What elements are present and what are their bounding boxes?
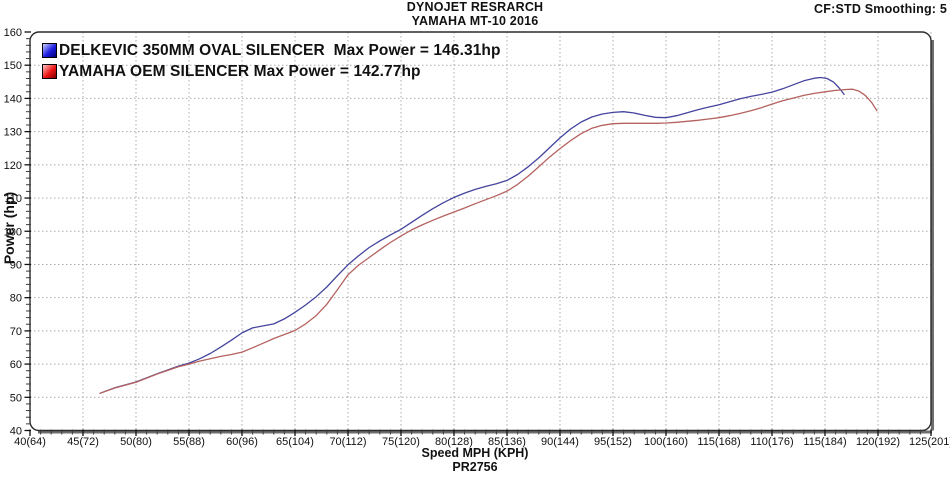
y-tick-label: 50 xyxy=(10,392,22,404)
y-tick-label: 110 xyxy=(4,193,22,205)
run-id: PR2756 xyxy=(452,460,498,474)
y-tick-label: 150 xyxy=(4,60,22,72)
oem-series-label: YAMAHA OEM SILENCER Max Power = 142.77hp xyxy=(59,62,421,80)
x-tick-label: 125(201) xyxy=(909,436,950,448)
x-tick-label: 75(120) xyxy=(382,436,420,448)
x-tick-label: 85(136) xyxy=(488,436,526,448)
x-tick-label: 40(64) xyxy=(14,436,46,448)
y-tick-label: 120 xyxy=(4,160,22,172)
legend-item-oem: YAMAHA OEM SILENCER Max Power = 142.77hp xyxy=(42,61,501,82)
x-tick-label: 70(112) xyxy=(329,436,366,448)
y-axis-title: Power (hp) xyxy=(1,191,17,265)
legend-item-delkevic: DELKEVIC 350MM OVAL SILENCER Max Power =… xyxy=(42,40,501,61)
y-tick-label: 70 xyxy=(10,326,22,338)
y-tick-label: 100 xyxy=(4,226,22,238)
x-axis-title: Speed MPH (KPH) xyxy=(421,446,529,460)
x-tick-label: 110(176) xyxy=(750,436,793,448)
y-tick-label: 160 xyxy=(4,27,22,39)
y-tick-label: 40 xyxy=(10,426,22,438)
x-tick-label: 120(192) xyxy=(856,436,900,448)
y-tick-label: 60 xyxy=(10,359,22,371)
x-tick-label: 115(168) xyxy=(697,436,740,448)
vehicle-title: YAMAHA MT-10 2016 xyxy=(411,13,539,28)
series-line-delkevic xyxy=(99,76,845,394)
x-tick-label: 65(104) xyxy=(276,436,314,448)
y-tick-label: 130 xyxy=(4,127,22,139)
x-tick-label: 95(152) xyxy=(594,436,632,448)
header: DYNOJET RESRARCH YAMAHA MT-10 2016 xyxy=(0,0,950,28)
y-tick-label: 80 xyxy=(10,293,22,305)
app-title: DYNOJET RESRARCH xyxy=(406,0,544,14)
delkevic-series-label: DELKEVIC 350MM OVAL SILENCER Max Power =… xyxy=(59,41,501,59)
legend: DELKEVIC 350MM OVAL SILENCER Max Power =… xyxy=(42,40,501,82)
series-line-oem xyxy=(99,88,878,394)
delkevic-series-swatch-icon xyxy=(42,43,57,58)
x-tick-label: 115(184) xyxy=(803,436,846,448)
smoothing-info: CF:STD Smoothing: 5 xyxy=(814,2,947,16)
x-tick-label: 50(80) xyxy=(120,436,152,448)
oem-series-swatch-icon xyxy=(42,64,57,79)
y-tick-label: 140 xyxy=(4,93,22,105)
x-tick-label: 45(72) xyxy=(67,436,99,448)
x-tick-label: 90(144) xyxy=(541,436,579,448)
y-tick-label: 90 xyxy=(10,259,22,271)
x-tick-label: 55(88) xyxy=(173,436,205,448)
x-tick-label: 80(128) xyxy=(435,436,473,448)
x-tick-label: 60(96) xyxy=(226,436,258,448)
x-tick-label: 100(160) xyxy=(644,436,688,448)
